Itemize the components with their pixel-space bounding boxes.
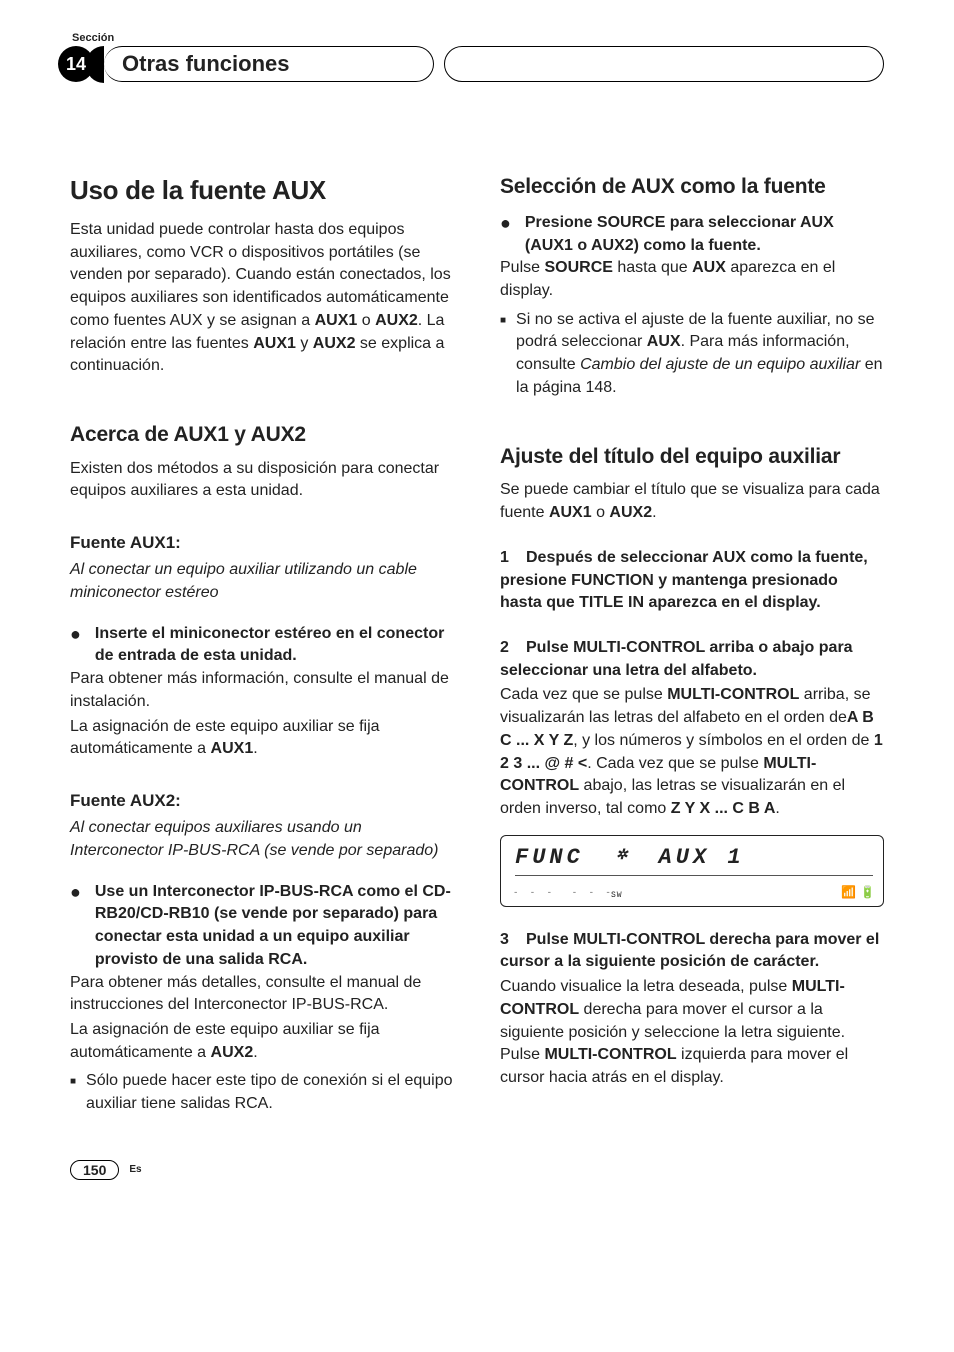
display-aux: AUX 1: [659, 842, 745, 873]
header-title: Otras funciones: [122, 51, 289, 77]
h2-acerca: Acerca de AUX1 y AUX2: [70, 420, 454, 450]
acerca-body: Existen dos métodos a su disposición par…: [70, 458, 454, 503]
step-3: 3Pulse MULTI-CONTROL derecha para mover …: [500, 929, 884, 1090]
h1-uso-aux: Uso de la fuente AUX: [70, 172, 454, 209]
footer: 150 Es: [70, 1160, 884, 1180]
seleccion-note: ■ Si no se activa el ajuste de la fuente…: [500, 309, 884, 400]
step-2: 2Pulse MULTI-CONTROL arriba o abajo para…: [500, 637, 884, 821]
section-label: Sección: [70, 32, 884, 44]
antenna-icon: 📶: [841, 885, 856, 902]
aux2-note-text: Sólo puede hacer este tipo de conexión s…: [86, 1070, 454, 1115]
aux1-body2: La asignación de este equipo auxiliar se…: [70, 716, 454, 761]
square-bullet-icon: ■: [500, 314, 506, 400]
lcd-display: FUNC ✲ AUX 1 - - - - - - SW 📶 🔋: [500, 835, 884, 907]
display-sw: SW: [611, 890, 623, 901]
h3-fuente-aux1: Fuente AUX1:: [70, 531, 454, 555]
aux2-lead-text: Use un Interconector IP-BUS-RCA como el …: [95, 881, 454, 972]
display-status-icons: 📶 🔋: [841, 885, 875, 902]
h3-fuente-aux2: Fuente AUX2:: [70, 789, 454, 813]
language-label: Es: [129, 1164, 141, 1175]
bullet-icon: ●: [500, 212, 511, 257]
left-column: Uso de la fuente AUX Esta unidad puede c…: [70, 172, 454, 1116]
seleccion-body: Pulse SOURCE hasta que AUX aparezca en e…: [500, 257, 884, 302]
page: Sección 14 Otras funciones Uso de la fue…: [0, 0, 954, 1220]
display-dashes: - - - - - -: [513, 887, 614, 900]
aux1-lead: ● Inserte el miniconector estéreo en el …: [70, 623, 454, 668]
step-1: 1Después de seleccionar AUX como la fuen…: [500, 547, 884, 615]
header-title-pill: Otras funciones: [104, 46, 434, 82]
header-right-pill: [444, 46, 884, 82]
aux1-body1: Para obtener más información, consulte e…: [70, 668, 454, 713]
aux2-italic: Al conectar equipos auxiliares usando un…: [70, 817, 454, 862]
aux2-lead: ● Use un Interconector IP-BUS-RCA como e…: [70, 881, 454, 972]
bullet-icon: ●: [70, 623, 81, 668]
aux2-body2: La asignación de este equipo auxiliar se…: [70, 1019, 454, 1064]
aux2-body1: Para obtener más detalles, consulte el m…: [70, 972, 454, 1017]
ajuste-intro: Se puede cambiar el título que se visual…: [500, 479, 884, 524]
right-column: Selección de AUX como la fuente ● Presio…: [500, 172, 884, 1116]
step2-body: Cada vez que se pulse MULTI-CONTROL arri…: [500, 684, 884, 820]
step3-body: Cuando visualice la letra deseada, pulse…: [500, 976, 884, 1090]
aux1-lead-text: Inserte el miniconector estéreo en el co…: [95, 623, 454, 668]
intro-paragraph: Esta unidad puede controlar hasta dos eq…: [70, 219, 454, 378]
battery-icon: 🔋: [860, 885, 875, 902]
display-star-icon: ✲: [616, 847, 629, 867]
h2-ajuste: Ajuste del título del equipo auxiliar: [500, 442, 884, 472]
bullet-icon: ●: [70, 881, 81, 972]
square-bullet-icon: ■: [70, 1075, 76, 1115]
aux2-note: ■ Sólo puede hacer este tipo de conexión…: [70, 1070, 454, 1115]
page-number: 150: [70, 1160, 119, 1180]
seleccion-lead: ● Presione SOURCE para seleccionar AUX (…: [500, 212, 884, 257]
h2-seleccion: Selección de AUX como la fuente: [500, 172, 884, 202]
aux1-italic: Al conectar un equipo auxiliar utilizand…: [70, 559, 454, 604]
seleccion-lead-text: Presione SOURCE para seleccionar AUX (AU…: [525, 212, 884, 257]
seleccion-note-text: Si no se activa el ajuste de la fuente a…: [516, 309, 884, 400]
header-row: 14 Otras funciones: [70, 46, 884, 82]
display-func: FUNC: [515, 842, 584, 873]
columns: Uso de la fuente AUX Esta unidad puede c…: [70, 172, 884, 1116]
